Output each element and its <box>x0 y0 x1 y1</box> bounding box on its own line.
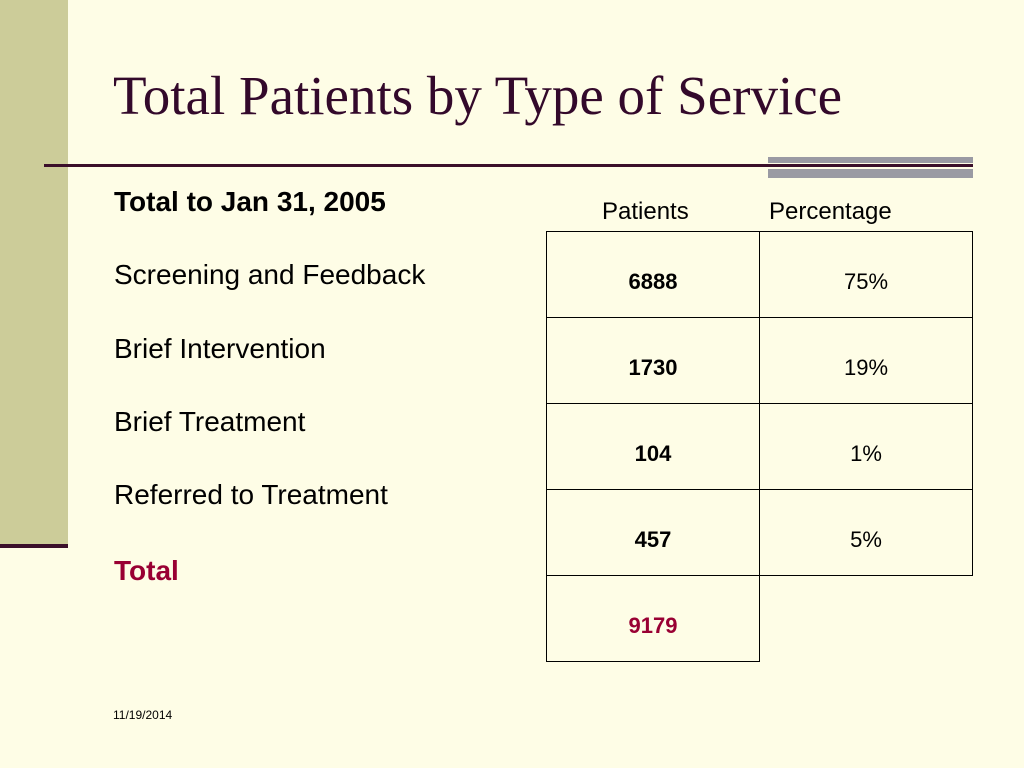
patients-cell: 1730 <box>546 317 760 404</box>
row-label: Referred to Treatment <box>114 479 388 510</box>
table-row: 104 1% <box>546 403 973 490</box>
slide-title: Total Patients by Type of Service <box>113 65 843 126</box>
row-label: Screening and Feedback <box>114 259 426 290</box>
patients-cell: 457 <box>546 489 760 576</box>
patients-cell: 104 <box>546 403 760 490</box>
percentage-cell: 19% <box>759 317 973 404</box>
percentage-cell: 5% <box>759 489 973 576</box>
divider-accent-bar-bottom <box>768 169 973 178</box>
table-row: 6888 75% <box>546 231 973 318</box>
total-label: Total <box>114 555 179 586</box>
title-divider <box>44 164 973 167</box>
patients-column-header: Patients <box>602 198 689 225</box>
percentage-cell: 1% <box>759 403 973 490</box>
empty-cell <box>760 576 973 662</box>
divider-accent-bar-top <box>768 157 973 163</box>
percentage-column-header: Percentage <box>769 198 892 225</box>
footer-date: 11/19/2014 <box>113 708 173 722</box>
percentage-cell: 75% <box>759 231 973 318</box>
patients-table: 6888 75% 1730 19% 104 1% 457 5% 9179 <box>546 231 973 662</box>
subtitle: Total to Jan 31, 2005 <box>114 186 386 217</box>
row-label: Brief Treatment <box>114 406 306 437</box>
left-accent-rule <box>0 544 68 548</box>
table-row-total: 9179 <box>546 575 973 662</box>
table-row: 1730 19% <box>546 317 973 404</box>
table-row: 457 5% <box>546 489 973 576</box>
left-accent-band <box>0 0 68 546</box>
patients-cell: 6888 <box>546 231 760 318</box>
row-label: Brief Intervention <box>114 333 326 364</box>
total-patients-cell: 9179 <box>546 575 760 662</box>
